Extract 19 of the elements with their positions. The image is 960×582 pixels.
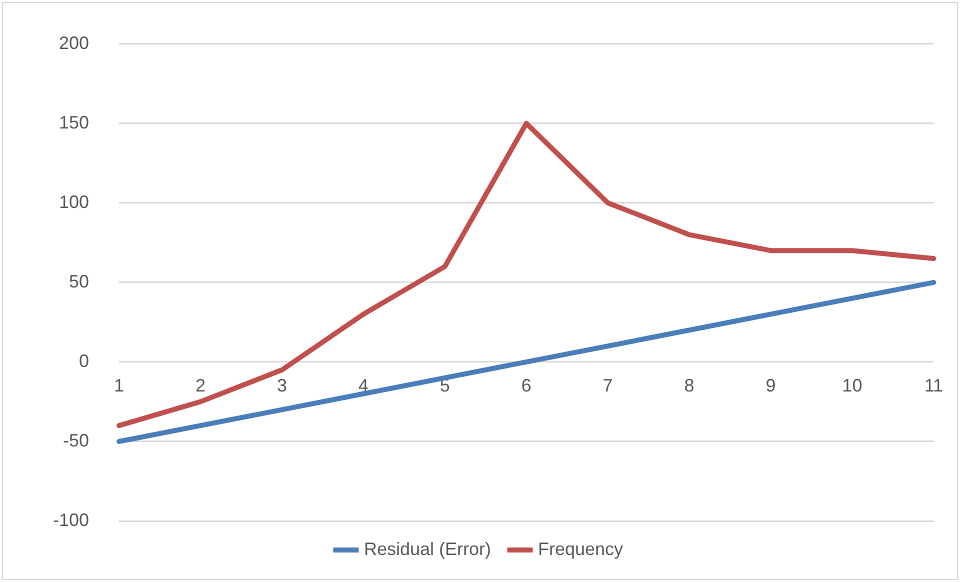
y-tick-label: -100 [52,510,90,530]
y-tick-label: 150 [58,112,90,132]
x-tick-label: 6 [521,376,532,396]
legend-label: Frequency [538,538,624,559]
x-tick-label: 2 [195,376,206,396]
x-tick-label: 4 [358,376,368,396]
x-tick-label: 3 [276,376,287,396]
y-tick-label: 0 [79,350,90,371]
x-tick-label: 10 [842,376,862,396]
x-tick-label: 1 [114,376,124,396]
legend-label: Residual (Error) [364,538,491,559]
x-tick-label: 9 [766,376,776,396]
x-tick-label: 7 [602,376,613,396]
y-tick-label: 50 [68,271,90,292]
y-tick-label: -50 [63,430,90,450]
x-tick-label: 11 [924,376,943,396]
y-tick-label: 100 [58,192,90,212]
x-tick-label: 8 [684,376,694,396]
y-tick-label: 200 [58,32,90,53]
